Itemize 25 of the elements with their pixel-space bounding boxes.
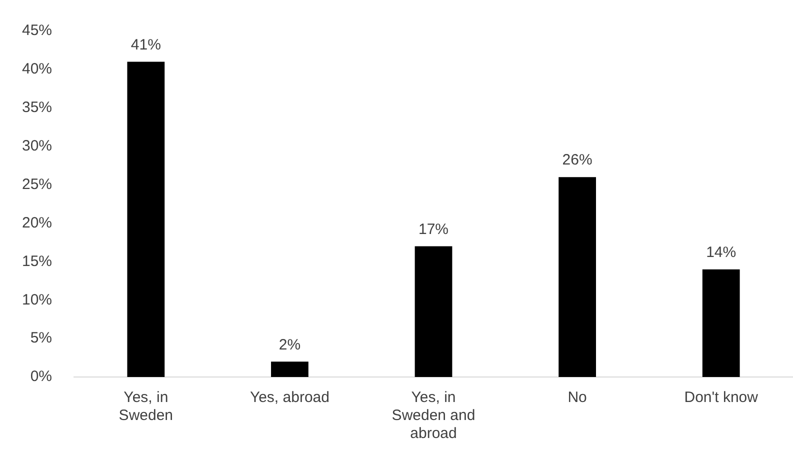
- bar: [271, 362, 308, 377]
- y-tick-label: 15%: [22, 252, 52, 270]
- x-tick-label: Yes, abroad: [250, 389, 330, 406]
- data-label: 41%: [130, 36, 161, 54]
- data-label: 14%: [706, 244, 736, 261]
- y-tick-label: 10%: [22, 291, 52, 308]
- y-tick-label: 35%: [22, 99, 52, 116]
- y-tick-label: 20%: [22, 214, 52, 232]
- y-tick-label: 40%: [22, 60, 52, 78]
- y-tick-label: 30%: [22, 137, 52, 154]
- data-label: 2%: [278, 336, 301, 354]
- bar: [702, 269, 740, 377]
- y-tick-label: 0%: [30, 368, 52, 386]
- x-tick-label: No: [568, 389, 587, 406]
- y-tick-label: 5%: [30, 330, 52, 347]
- data-label: 26%: [562, 152, 592, 169]
- data-label: 17%: [418, 220, 449, 238]
- y-tick-label: 25%: [22, 176, 52, 193]
- x-tick-label: Yes, in Sweden and abroad: [392, 389, 476, 442]
- x-tick-label: Yes, in Sweden: [118, 389, 174, 424]
- bar: [414, 246, 452, 377]
- bar: [127, 62, 165, 377]
- x-tick-label: Don't know: [684, 389, 758, 406]
- y-tick-label: 45%: [22, 22, 52, 40]
- bar: [558, 177, 596, 377]
